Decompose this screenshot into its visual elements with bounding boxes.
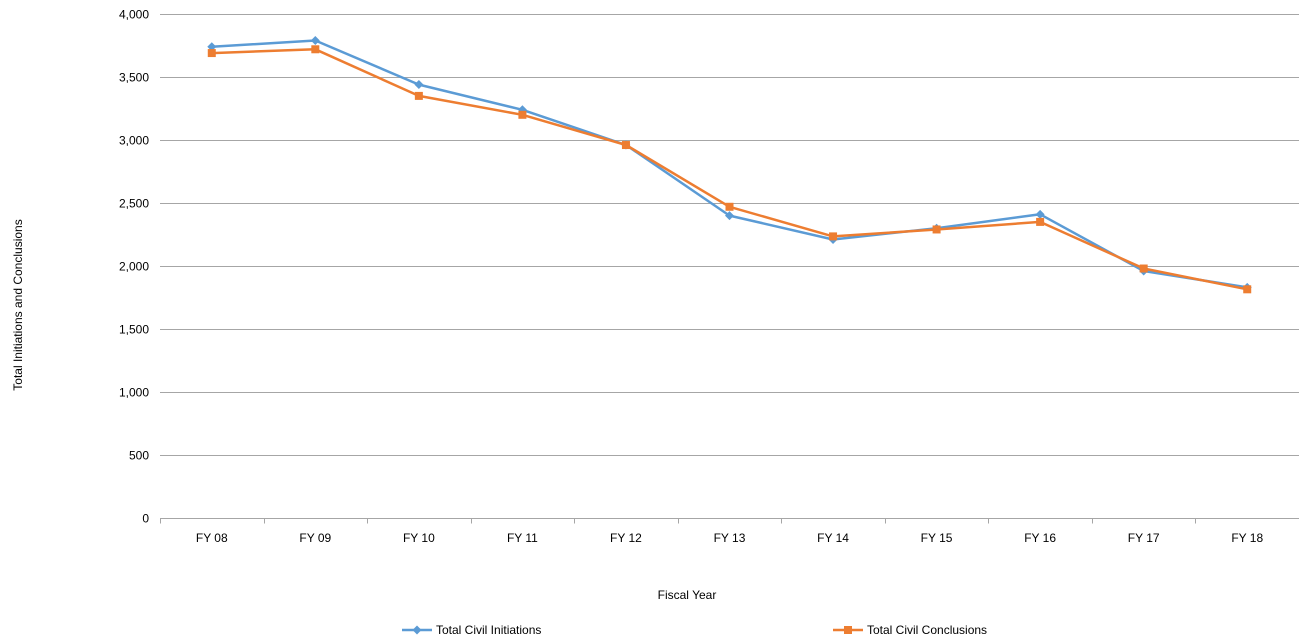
x-tick-label: FY 09 — [299, 531, 331, 545]
x-tick-label: FY 13 — [714, 531, 746, 545]
data-point — [1139, 264, 1148, 273]
data-point — [829, 232, 838, 241]
x-tick-label: FY 18 — [1231, 531, 1263, 545]
legend-label: Total Civil Initiations — [436, 623, 541, 637]
data-point — [310, 35, 320, 45]
y-tick-label: 500 — [129, 449, 149, 463]
legend-entry-2: Total Civil Conclusions — [833, 623, 987, 637]
legend-swatch-marker — [412, 625, 422, 635]
data-point — [621, 141, 630, 150]
data-point — [414, 80, 424, 90]
data-point — [518, 110, 527, 119]
y-tick-label: 3,000 — [119, 134, 149, 148]
data-point — [1036, 217, 1045, 226]
y-tick-label: 1,500 — [119, 323, 149, 337]
y-tick-label: 2,500 — [119, 197, 149, 211]
data-point — [932, 225, 941, 234]
data-point — [725, 211, 734, 221]
x-tick-label: FY 08 — [196, 531, 228, 545]
data-point — [1035, 209, 1045, 219]
y-axis-tick-labels: 0 500 1,000 1,500 2,000 2,500 3,000 3,500 4,000 — [119, 8, 149, 526]
series-2 — [207, 45, 1252, 294]
x-tick-label: FY 14 — [817, 531, 849, 545]
data-point — [414, 91, 423, 100]
y-tick-label: 1,000 — [119, 386, 149, 400]
legend-entry-1: Total Civil Initiations — [402, 623, 541, 637]
x-tick-label: FY 12 — [610, 531, 642, 545]
y-axis-label: Total Initiations and Conclusions — [11, 219, 25, 390]
data-point — [207, 49, 216, 58]
data-point — [725, 202, 734, 211]
series-lines — [207, 35, 1252, 294]
y-tick-label: 3,500 — [119, 71, 149, 85]
legend: Total Civil Initiations Total Civil Concl… — [402, 623, 987, 637]
x-tick-label: FY 11 — [507, 531, 538, 545]
data-point — [207, 42, 217, 52]
y-tick-label: 2,000 — [119, 260, 149, 274]
x-tick-label: FY 10 — [403, 531, 435, 545]
legend-label: Total Civil Conclusions — [867, 623, 987, 637]
data-point — [1243, 285, 1252, 294]
data-point — [311, 45, 320, 54]
x-tick-label: FY 15 — [921, 531, 953, 545]
x-axis-tick-labels: FY 08 FY 09 FY 10 FY 11 FY 12 FY 13 FY 14 FY 15… — [196, 531, 1264, 545]
y-tick-label: 4,000 — [119, 8, 149, 22]
gridlines — [160, 14, 1299, 524]
series-1 — [207, 35, 1252, 292]
x-tick-label: FY 17 — [1128, 531, 1160, 545]
y-tick-label: 0 — [142, 512, 149, 526]
x-axis-label: Fiscal Year — [658, 588, 717, 602]
series-line — [211, 48, 1248, 291]
x-tick-label: FY 16 — [1024, 531, 1056, 545]
legend-swatch-marker — [844, 626, 852, 634]
